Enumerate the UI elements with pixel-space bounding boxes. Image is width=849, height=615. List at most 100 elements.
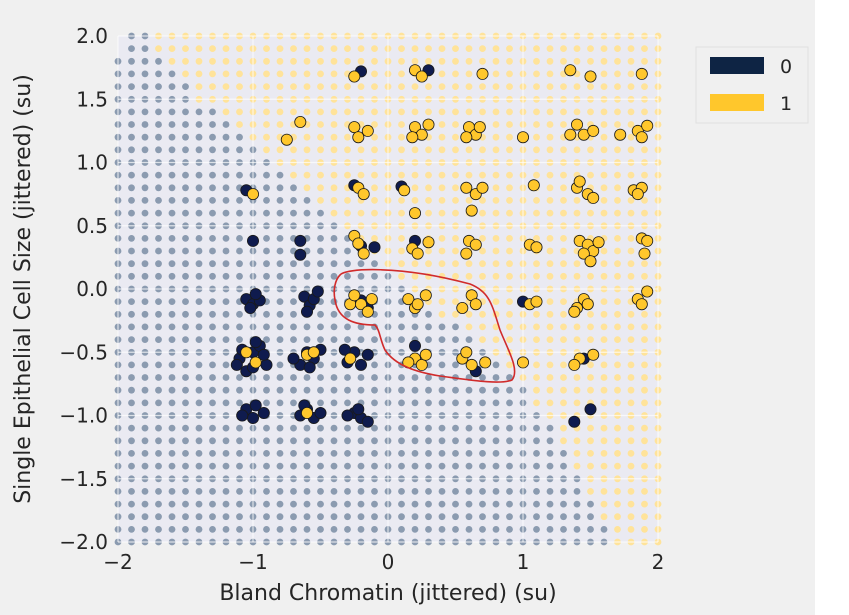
region-dot-class-1 (371, 108, 378, 116)
region-dot-class-0 (411, 323, 419, 331)
region-dot-class-0 (438, 513, 446, 521)
region-dot-class-0 (195, 361, 203, 369)
region-dot-class-0 (155, 260, 162, 268)
region-dot-class-0 (276, 298, 284, 305)
region-dot-class-1 (303, 45, 311, 52)
region-dot-class-1 (627, 260, 635, 268)
region-dot-class-0 (465, 462, 473, 470)
region-dot-class-0 (344, 260, 351, 268)
region-dot-class-0 (236, 526, 243, 533)
point-class-1 (587, 191, 600, 204)
region-dot-class-1 (452, 235, 459, 242)
region-dot-class-1 (425, 83, 432, 90)
region-dot-class-0 (209, 323, 216, 331)
point-class-1 (456, 301, 469, 314)
point-class-1 (361, 124, 374, 137)
region-dot-class-1 (330, 171, 338, 179)
region-dot-class-0 (155, 121, 162, 128)
region-dot-class-0 (155, 298, 162, 305)
region-dot-class-0 (533, 424, 540, 432)
region-dot-class-1 (276, 121, 284, 128)
region-dot-class-0 (398, 526, 405, 533)
region-dot-class-0 (128, 272, 135, 280)
region-dot-class-0 (303, 450, 311, 457)
region-dot-class-1 (546, 171, 554, 179)
region-dot-class-0 (317, 361, 324, 369)
region-dot-class-1 (506, 323, 513, 331)
region-dot-class-1 (641, 146, 648, 154)
region-dot-class-0 (371, 437, 378, 445)
region-dot-class-1 (600, 57, 608, 65)
region-dot-class-0 (236, 450, 243, 457)
region-dot-class-1 (506, 197, 513, 204)
point-class-0 (584, 403, 597, 416)
region-dot-class-0 (587, 513, 594, 521)
region-dot-class-0 (330, 374, 338, 381)
region-dot-class-1 (290, 83, 297, 90)
region-dot-class-1 (330, 57, 338, 65)
region-dot-class-1 (344, 83, 351, 90)
region-dot-class-0 (182, 121, 189, 128)
region-dot-class-1 (438, 121, 446, 128)
region-dot-class-0 (573, 513, 581, 521)
region-dot-class-0 (290, 298, 297, 305)
point-class-0 (236, 409, 249, 422)
region-dot-class-0 (398, 399, 405, 407)
x-tick-label: −1 (238, 550, 267, 574)
region-dot-class-1 (587, 108, 594, 116)
region-dot-class-1 (411, 260, 419, 268)
region-dot-class-1 (425, 184, 432, 192)
region-dot-class-1 (614, 272, 621, 280)
region-dot-class-0 (276, 310, 284, 318)
region-dot-class-0 (330, 500, 338, 508)
region-dot-class-0 (344, 488, 351, 495)
region-dot-class-0 (492, 437, 500, 445)
region-dot-class-1 (465, 108, 473, 116)
region-dot-class-1 (492, 336, 500, 343)
region-dot-class-0 (398, 488, 405, 495)
region-dot-class-0 (222, 323, 230, 331)
region-dot-class-0 (141, 336, 149, 343)
region-dot-class-1 (330, 70, 338, 78)
region-dot-class-1 (627, 45, 635, 52)
region-dot-class-1 (641, 209, 648, 217)
region-dot-class-0 (222, 336, 230, 343)
region-dot-class-1 (452, 298, 459, 305)
region-dot-class-0 (290, 310, 297, 318)
point-class-1 (641, 234, 654, 247)
point-class-1 (348, 70, 361, 83)
point-class-1 (422, 118, 435, 131)
region-dot-class-1 (614, 235, 621, 242)
region-dot-class-1 (506, 45, 513, 52)
region-dot-class-1 (573, 146, 581, 154)
region-dot-class-0 (290, 374, 297, 381)
region-dot-class-1 (263, 133, 270, 141)
region-dot-class-0 (465, 500, 473, 508)
region-dot-class-1 (627, 83, 635, 90)
region-dot-class-1 (479, 209, 486, 217)
region-dot-class-0 (182, 298, 189, 305)
region-dot-class-0 (182, 424, 189, 432)
region-dot-class-1 (492, 197, 500, 204)
region-dot-class-0 (168, 146, 176, 154)
region-dot-class-0 (465, 488, 473, 495)
region-dot-class-1 (573, 374, 581, 381)
region-dot-class-1 (627, 133, 635, 141)
region-dot-class-1 (641, 374, 648, 381)
region-dot-class-1 (573, 108, 581, 116)
region-dot-class-0 (168, 184, 176, 192)
point-class-1 (479, 356, 492, 369)
region-dot-class-1 (303, 146, 311, 154)
region-dot-class-0 (222, 197, 230, 204)
region-dot-class-0 (411, 488, 419, 495)
region-dot-class-1 (317, 184, 324, 192)
region-dot-class-1 (303, 57, 311, 65)
region-dot-class-0 (128, 526, 135, 533)
region-dot-class-1 (641, 108, 648, 116)
region-dot-class-1 (506, 108, 513, 116)
point-class-1 (635, 131, 648, 144)
region-dot-class-0 (411, 513, 419, 521)
region-dot-class-0 (209, 298, 216, 305)
region-dot-class-1 (492, 57, 500, 65)
y-tick-labels: 2.0 1.5 1.0 0.5 0.0 −0.5 −1.0 −1.5 −2.0 (59, 24, 108, 554)
